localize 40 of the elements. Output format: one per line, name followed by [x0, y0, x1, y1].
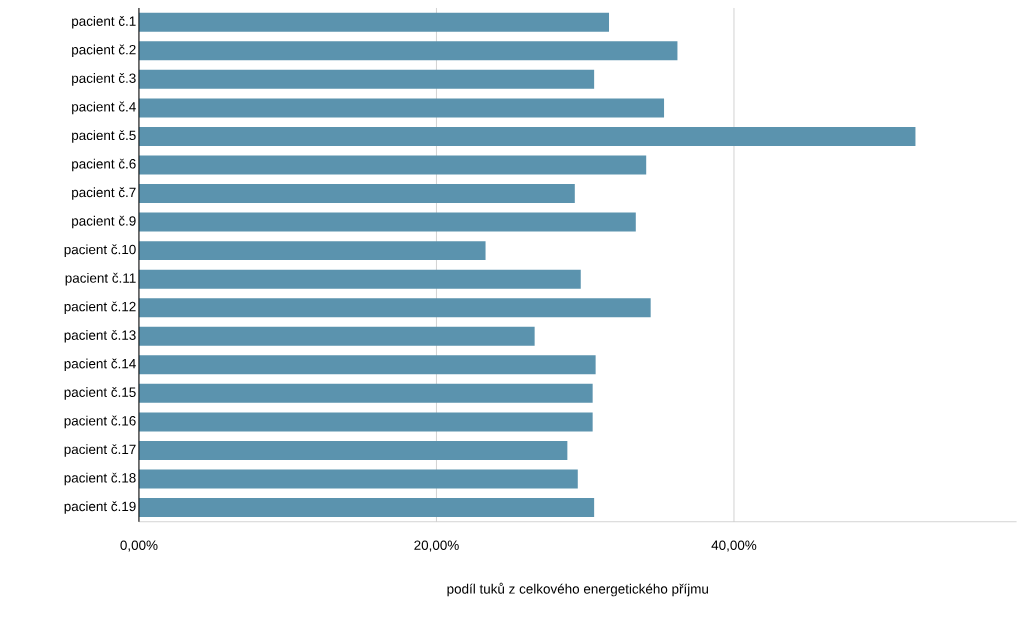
bar	[138, 298, 651, 318]
bar	[138, 212, 636, 232]
bar	[138, 412, 593, 432]
x-tick-label: 20,00%	[414, 540, 459, 552]
bar	[138, 269, 581, 289]
bar	[138, 326, 535, 346]
bar	[138, 41, 678, 61]
bar	[138, 127, 916, 147]
y-tick-label: pacient č.10	[64, 244, 136, 258]
y-tick-label: pacient č.4	[72, 101, 136, 115]
y-tick-label: pacient č.9	[72, 215, 136, 229]
bar	[138, 69, 595, 89]
y-tick-label: pacient č.6	[72, 158, 136, 172]
bar	[138, 184, 575, 204]
y-tick-label: pacient č.2	[72, 44, 136, 58]
bar	[138, 441, 568, 461]
x-axis-title: podíl tuků z celkového energetického příjmu	[447, 582, 708, 597]
bar	[138, 12, 610, 32]
y-tick-label: pacient č.11	[65, 273, 136, 286]
y-tick-label: pacient č.5	[72, 130, 136, 143]
bar	[138, 498, 595, 518]
y-tick-label: pacient č.15	[64, 387, 136, 400]
y-tick-label: pacient č.1	[72, 16, 136, 29]
bar	[138, 155, 647, 175]
bar	[138, 98, 665, 118]
y-tick-label: pacient č.13	[64, 330, 136, 343]
y-tick-label: pacient č.19	[64, 501, 136, 514]
y-tick-label: pacient č.17	[64, 444, 136, 457]
x-tick-label: 0,00%	[120, 540, 158, 552]
y-tick-label: pacient č.3	[72, 73, 136, 86]
bar	[138, 469, 578, 489]
y-tick-label: pacient č.16	[64, 415, 136, 429]
y-tick-label: pacient č.12	[64, 301, 136, 315]
bar	[138, 355, 596, 375]
y-tick-label: pacient č.14	[64, 358, 136, 372]
y-tick-label: pacient č.7	[72, 187, 136, 200]
x-tick-label: 40,00%	[711, 540, 757, 552]
bar	[138, 241, 486, 261]
bar	[138, 383, 593, 403]
y-tick-label: pacient č.18	[64, 472, 136, 486]
